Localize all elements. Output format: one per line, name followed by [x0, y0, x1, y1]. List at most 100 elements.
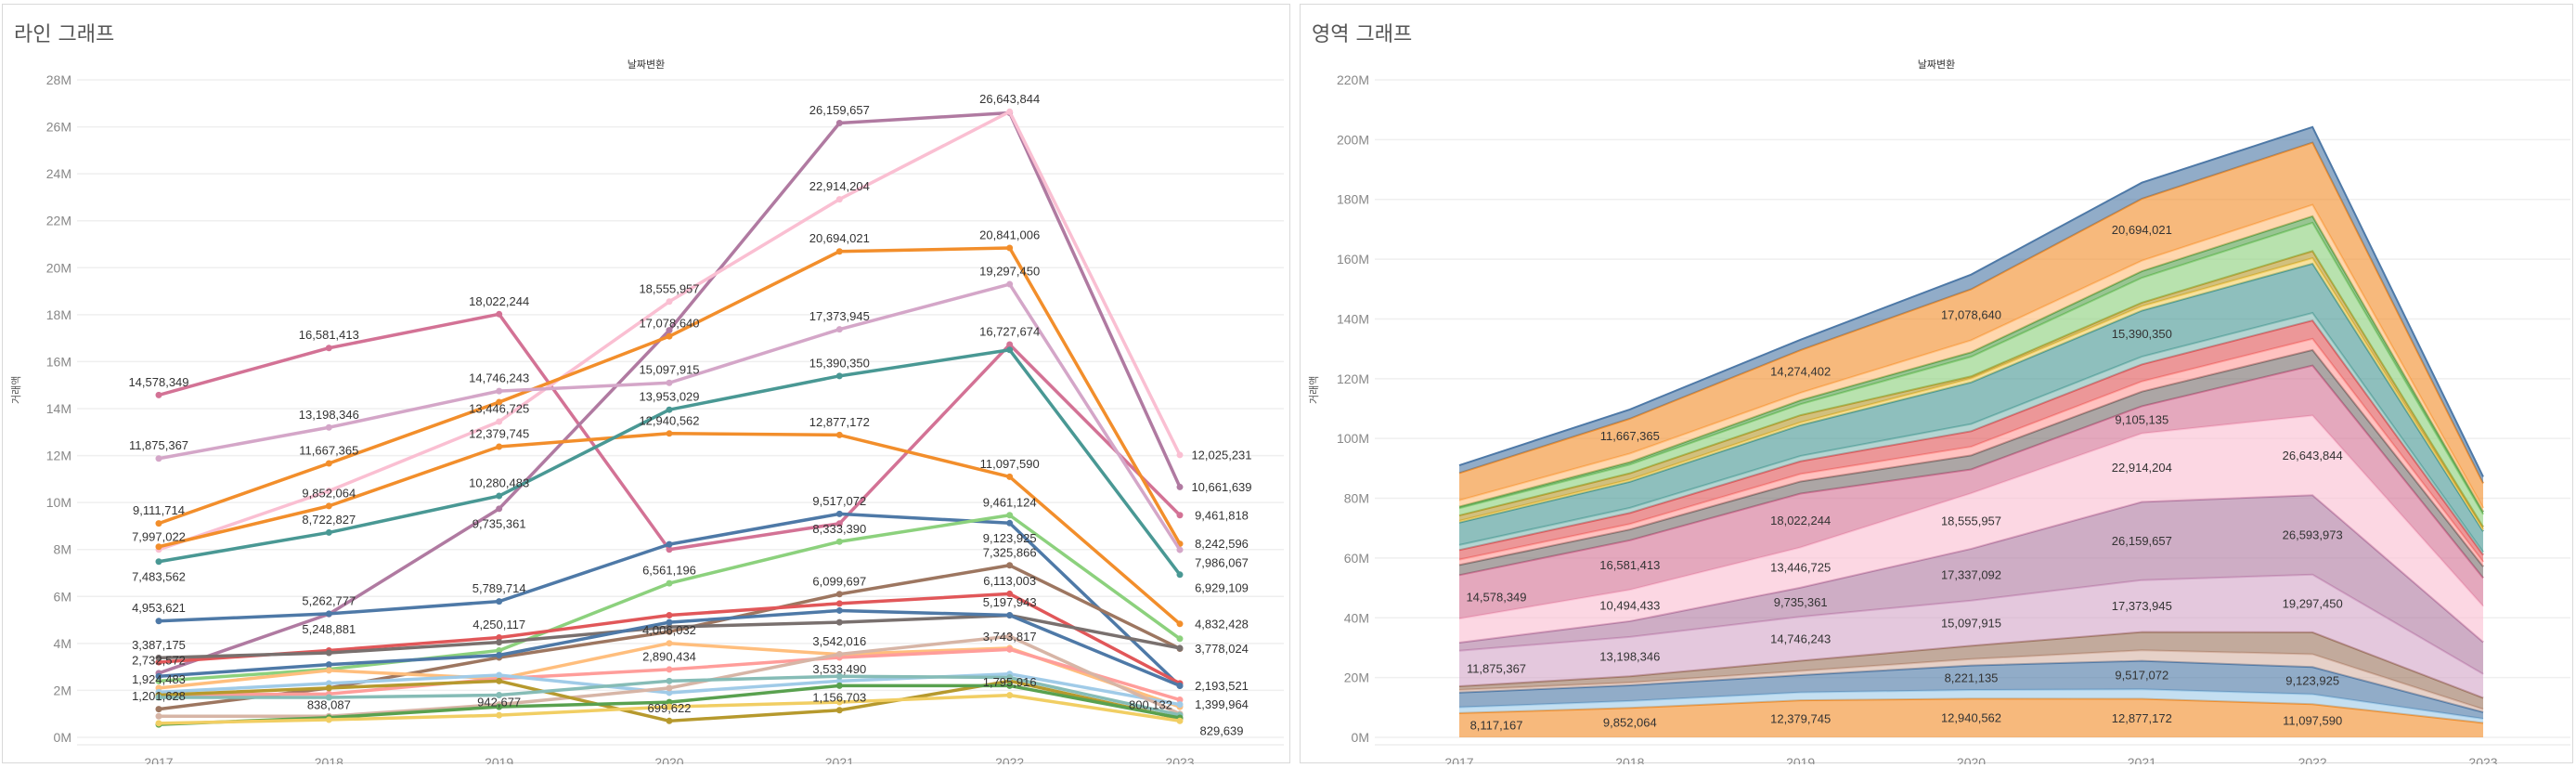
x-tick-label: 2023	[1165, 755, 1194, 764]
data-point	[325, 661, 332, 669]
data-point	[1006, 519, 1014, 527]
data-label: 11,667,365	[299, 443, 358, 457]
data-point	[155, 712, 162, 720]
area-chart-header: 날짜변환	[1917, 59, 1956, 71]
x-tick-label: 2018	[315, 755, 343, 764]
data-label: 9,517,072	[2115, 668, 2168, 682]
data-label: 12,877,172	[809, 415, 870, 429]
x-tick-label: 2017	[144, 755, 173, 764]
data-point	[496, 310, 503, 318]
data-label: 12,877,172	[2112, 711, 2172, 725]
y-tick-label: 120M	[1337, 371, 1369, 386]
data-point	[496, 634, 503, 642]
data-label: 5,248,881	[302, 622, 356, 636]
data-label: 9,461,818	[1195, 508, 1249, 522]
data-point	[835, 248, 843, 255]
y-tick-label: 24M	[46, 166, 71, 181]
series-area	[1459, 222, 2483, 527]
y-tick-label: 60M	[1344, 551, 1369, 566]
data-point	[496, 703, 503, 710]
data-label: 15,390,350	[2112, 327, 2172, 341]
data-point	[325, 694, 332, 701]
data-label: 26,593,973	[2283, 527, 2343, 541]
data-point	[835, 372, 843, 380]
data-point	[496, 646, 503, 654]
data-label: 10,280,483	[469, 476, 529, 490]
data-point	[155, 391, 162, 398]
data-label: 9,123,925	[2285, 673, 2339, 687]
y-tick-label: 80M	[1344, 491, 1369, 506]
area-chart-plot[interactable]: 0M 20M 40M 60M 80M 100M 120M 140M 160M 180M 200M 22…	[1301, 5, 2574, 764]
data-point	[155, 672, 162, 680]
data-point	[835, 120, 843, 127]
series-area	[1459, 338, 2483, 567]
data-label: 6,561,196	[642, 564, 696, 578]
data-label: 15,390,350	[809, 356, 870, 370]
data-label: 2,890,434	[642, 649, 696, 663]
data-label: 11,875,367	[1467, 661, 1526, 675]
data-point	[496, 652, 503, 658]
series-area	[1459, 650, 2483, 712]
data-point	[666, 640, 673, 647]
data-point	[496, 691, 503, 698]
data-point	[1006, 244, 1014, 252]
series-area	[1459, 349, 2483, 579]
data-label: 12,025,231	[1191, 448, 1251, 462]
data-label: 13,446,725	[469, 401, 529, 415]
data-point	[155, 706, 162, 713]
data-point	[325, 488, 332, 495]
data-point	[325, 680, 332, 687]
data-point	[325, 345, 332, 352]
y-tick-label: 0M	[54, 730, 71, 745]
data-label: 18,022,244	[469, 294, 529, 308]
y-tick-label: 4M	[54, 636, 71, 651]
series-area	[1459, 689, 2483, 723]
data-point	[1006, 341, 1014, 348]
data-label: 18,555,957	[1941, 514, 2001, 528]
data-label: 4,250,117	[472, 618, 525, 631]
data-label: 9,735,361	[1774, 595, 1828, 609]
data-point	[155, 455, 162, 462]
data-label: 26,643,844	[2283, 449, 2343, 462]
y-tick-label: 100M	[1337, 431, 1369, 446]
data-point	[496, 505, 503, 513]
data-label: 17,337,092	[1941, 567, 2001, 581]
data-label: 5,262,777	[302, 593, 356, 607]
data-point	[325, 684, 332, 692]
y-tick-label: 220M	[1337, 72, 1369, 87]
data-label: 800,132	[1129, 697, 1172, 711]
data-label: 9,735,361	[472, 516, 526, 530]
data-label: 26,643,844	[979, 92, 1040, 106]
data-point	[835, 520, 843, 527]
data-point	[1006, 512, 1014, 519]
data-label: 12,940,562	[1941, 711, 2001, 725]
data-label: 9,111,714	[133, 503, 185, 517]
data-label: 16,581,413	[1599, 558, 1660, 572]
data-label: 9,461,124	[983, 495, 1037, 509]
data-point	[1006, 473, 1014, 480]
data-label: 2,732,572	[132, 653, 186, 667]
data-point	[835, 618, 843, 626]
data-point	[1006, 682, 1014, 689]
data-point	[496, 492, 503, 500]
data-point	[666, 698, 673, 706]
data-label: 4,006,032	[642, 623, 696, 637]
data-point	[496, 387, 503, 395]
data-label: 16,581,413	[299, 328, 359, 342]
y-tick-label: 0M	[1352, 730, 1369, 745]
line-chart-plot[interactable]: 0M 2M 4M 6M 8M 10M 12M 14M 16M 18M 20M 22M 24M 26M 28M…	[3, 5, 1291, 764]
data-point	[496, 671, 503, 679]
data-point	[835, 672, 843, 680]
series-area	[1459, 415, 2483, 643]
data-point	[1176, 483, 1184, 490]
data-point	[1006, 674, 1014, 682]
data-point	[1176, 620, 1184, 628]
data-label: 22,914,204	[809, 179, 870, 193]
data-point	[325, 502, 332, 510]
data-label: 6,113,003	[983, 574, 1036, 588]
y-tick-label: 40M	[1344, 610, 1369, 625]
data-label: 13,198,346	[1599, 650, 1660, 664]
data-point	[835, 326, 843, 333]
series-area	[1459, 263, 2483, 553]
data-label: 7,483,562	[132, 569, 186, 583]
